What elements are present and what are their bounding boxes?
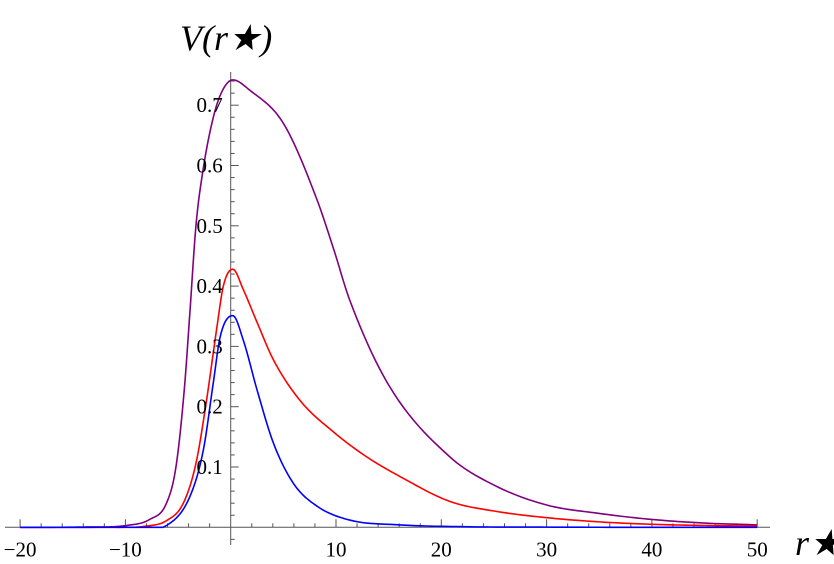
x-tick-label: −10 (109, 537, 142, 561)
x-tick-label: 50 (747, 537, 768, 561)
series-blue-curve (20, 314, 758, 529)
x-axis-title: r★ (795, 523, 834, 563)
y-tick-label: 0.5 (196, 214, 222, 238)
curves (20, 79, 758, 529)
y-tick-label: 0.4 (196, 274, 223, 298)
y-tick-label: 0.6 (196, 154, 222, 178)
x-tick-label: 40 (641, 537, 662, 561)
y-tick-label: 0.3 (196, 334, 222, 358)
x-tick-label: 10 (326, 537, 347, 561)
y-axis-title: V(r★) (180, 18, 272, 58)
y-tick-label: 0.1 (196, 455, 222, 479)
series-red-curve (20, 268, 758, 529)
axes (5, 72, 770, 545)
x-tick-label: 30 (536, 537, 557, 561)
y-tick-label: 0.7 (196, 93, 222, 117)
y-tick-label: 0.2 (196, 395, 222, 419)
x-tick-label: 20 (431, 537, 452, 561)
series-purple-curve (20, 79, 758, 529)
tick-labels: −20 −10 10 20 30 40 50 0.1 0.2 0.3 0.4 0.5 0.6 0.7 (4, 93, 768, 561)
x-tick-label: −20 (4, 537, 37, 561)
